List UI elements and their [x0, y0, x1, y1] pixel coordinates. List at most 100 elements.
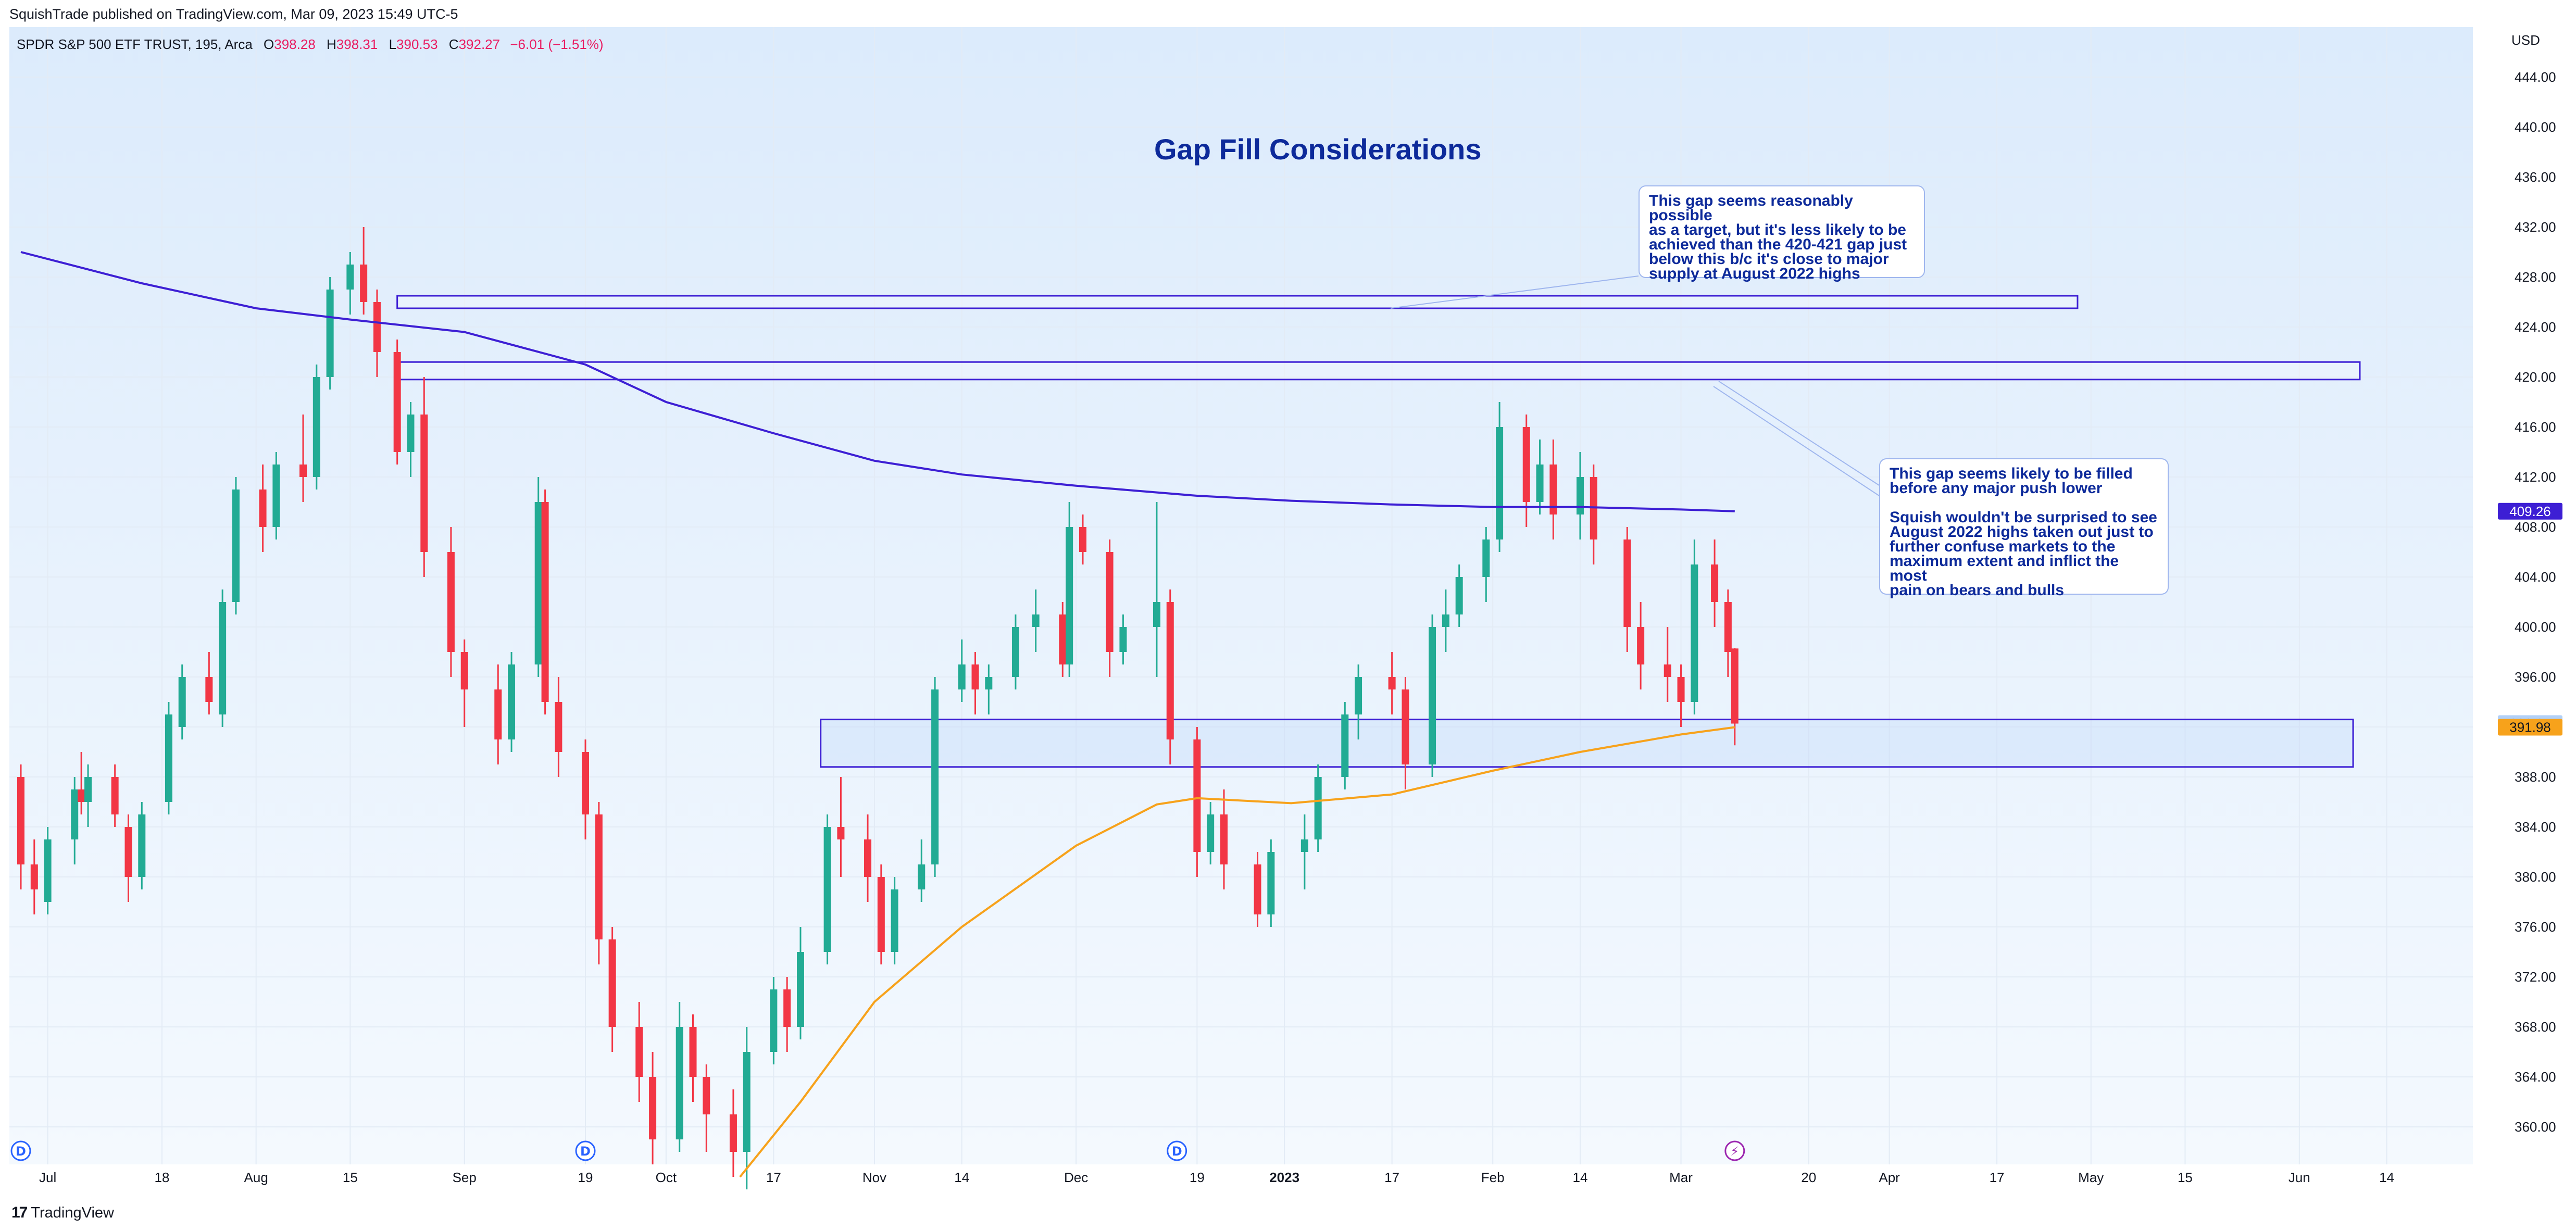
x-tick-label: 15	[343, 1170, 358, 1185]
candle-body	[346, 265, 354, 290]
candle-body	[1153, 602, 1160, 627]
time-axis[interactable]: Jul 18 Aug 15 Sep 19 Oct 17 Nov 14 Dec 19 2023 17 Feb 1…	[39, 1170, 2394, 1185]
candle-body	[1066, 527, 1073, 664]
candle-body	[1355, 677, 1362, 714]
x-tick-label: Mar	[1669, 1170, 1693, 1185]
candle-body	[1496, 427, 1504, 539]
y-tick-label: 388.00	[2515, 769, 2556, 785]
candle-body	[1429, 627, 1436, 764]
close-label: C	[448, 36, 459, 52]
candle-body	[649, 1077, 657, 1139]
candle-body	[232, 490, 240, 602]
tradingview-brand[interactable]: 17 TradingView	[11, 1204, 114, 1222]
candle-body	[783, 989, 791, 1027]
candle-body	[877, 877, 885, 952]
x-tick-label: Dec	[1064, 1170, 1088, 1185]
event-markers[interactable]: D D D ⚡	[10, 1140, 1745, 1161]
candle-body	[508, 664, 516, 739]
y-tick-label: 412.00	[2515, 469, 2556, 485]
candle-body	[1576, 477, 1584, 514]
x-tick-label: Apr	[1879, 1170, 1900, 1185]
candle-body	[1442, 614, 1449, 627]
price-badge	[2498, 719, 2562, 736]
price-axis[interactable]: USD 360.00 364.00 368.00 372.00 376.00 380.00 3…	[2498, 32, 2562, 1135]
y-tick-label: 440.00	[2515, 119, 2556, 135]
x-tick-label: Oct	[656, 1170, 677, 1185]
ohlc-legend: SPDR S&P 500 ETF TRUST, 195, Arca O398.2…	[17, 36, 604, 53]
candle-body	[1677, 677, 1685, 702]
low-label: L	[389, 36, 397, 52]
candle-body	[1623, 539, 1631, 627]
candle-body	[1341, 714, 1349, 777]
candle-body	[743, 1052, 751, 1152]
y-tick-label: 424.00	[2515, 319, 2556, 335]
high-label: H	[327, 36, 336, 52]
candle-body	[1536, 465, 1544, 502]
candle-body	[1193, 739, 1201, 852]
candle-body	[71, 789, 79, 839]
candle-body	[205, 677, 213, 702]
y-tick-label: 380.00	[2515, 869, 2556, 885]
dividend-marker-icon	[1167, 1140, 1187, 1161]
x-tick-label: 17	[766, 1170, 781, 1185]
candle-body	[78, 789, 85, 802]
candle-body	[595, 814, 603, 939]
event-marker-label: D	[1172, 1144, 1182, 1159]
moving-averages	[20, 251, 1735, 1178]
x-tick-label: Jun	[2289, 1170, 2310, 1185]
candle-body	[84, 777, 92, 802]
earnings-marker-icon	[1724, 1140, 1745, 1161]
gap-zone	[396, 295, 2079, 309]
price-badge-label: 391.98	[2509, 719, 2551, 735]
close-value: 392.27	[458, 36, 501, 52]
x-tick-label: 19	[1190, 1170, 1205, 1185]
candle-body	[1724, 602, 1732, 652]
candle-body	[447, 552, 455, 652]
candle-body	[124, 827, 132, 877]
y-tick-label: 372.00	[2515, 969, 2556, 985]
brand-name: TradingView	[31, 1204, 114, 1221]
annotation-note-upper-gap[interactable]: This gap seems reasonably possible as a …	[1639, 185, 1925, 282]
candle-body	[1388, 677, 1396, 689]
candle-body	[360, 265, 368, 302]
price-chart[interactable]: USD 360.00 364.00 368.00 372.00 376.00 380.00 3…	[0, 27, 2576, 1198]
y-tick-label: 420.00	[2515, 369, 2556, 385]
candle-body	[1314, 777, 1322, 839]
y-tick-label: 360.00	[2515, 1119, 2556, 1135]
symbol-name: SPDR S&P 500 ETF TRUST, 195, Arca	[17, 36, 253, 52]
y-tick-label: 396.00	[2515, 669, 2556, 685]
x-tick-label: Aug	[244, 1170, 268, 1185]
candle-body	[17, 777, 24, 864]
candlesticks	[17, 227, 1739, 1189]
event-marker-label: D	[16, 1144, 26, 1159]
candle-body	[918, 864, 926, 889]
x-tick-label: 14	[1573, 1170, 1588, 1185]
high-value: 398.31	[336, 36, 378, 52]
candle-body	[1032, 614, 1040, 627]
candle-body	[971, 664, 979, 689]
candle-body	[272, 465, 280, 527]
candle-body	[494, 689, 502, 739]
candle-body	[1220, 814, 1228, 864]
gap-zone	[820, 719, 2354, 768]
candle-body	[541, 502, 549, 702]
candle-body	[460, 652, 468, 689]
candle-body	[985, 677, 993, 689]
y-tick-label: 428.00	[2515, 269, 2556, 285]
x-tick-label: Jul	[39, 1170, 56, 1185]
annotation-note-lower-gap[interactable]: This gap seems likely to be filled befor…	[1879, 458, 2169, 598]
y-tick-label: 400.00	[2515, 619, 2556, 635]
candle-body	[1664, 664, 1671, 677]
candle-body	[555, 702, 562, 752]
x-tick-label: 14	[954, 1170, 969, 1185]
x-tick-label: 19	[578, 1170, 593, 1185]
candle-body	[582, 752, 590, 814]
gap-zone	[396, 361, 2361, 381]
low-value: 390.53	[396, 36, 438, 52]
candle-body	[796, 952, 804, 1027]
open-value: 398.28	[274, 36, 316, 52]
x-tick-label: 2023	[1269, 1170, 1299, 1185]
y-tick-label: 368.00	[2515, 1019, 2556, 1035]
x-tick-label: 20	[1801, 1170, 1816, 1185]
candle-body	[1254, 864, 1261, 914]
